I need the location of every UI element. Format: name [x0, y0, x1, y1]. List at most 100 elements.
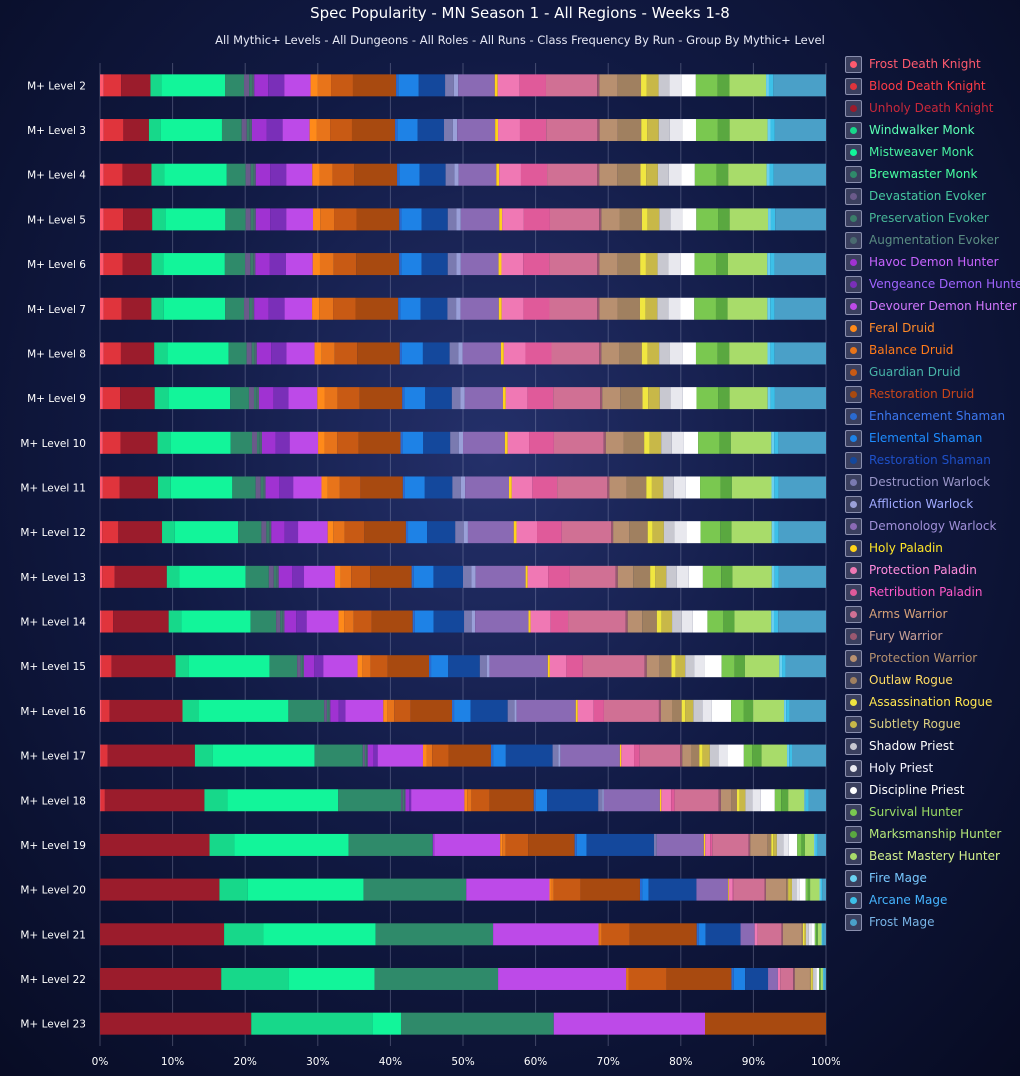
legend-item[interactable]: Protection Paladin [845, 559, 1020, 581]
legend-item[interactable]: Marksmanship Hunter [845, 823, 1020, 845]
legend-item[interactable]: Balance Druid [845, 339, 1020, 361]
bar-segment [668, 297, 681, 320]
bar-segment [750, 833, 768, 856]
legend-item[interactable]: Feral Druid [845, 317, 1020, 339]
bar-segment [779, 655, 783, 678]
bar-segment [647, 119, 659, 142]
bar-segment [774, 476, 779, 499]
legend-item[interactable]: Outlaw Rogue [845, 669, 1020, 691]
bar-segment [333, 521, 345, 544]
bar-segment [810, 878, 820, 901]
legend-item[interactable]: Retribution Paladin [845, 581, 1020, 603]
bar-segment [626, 967, 627, 990]
bar-segment [728, 878, 729, 901]
bar-segment [345, 699, 384, 722]
legend-item[interactable]: Vengeance Demon Hunter [845, 273, 1020, 295]
legend-item[interactable]: Subtlety Rogue [845, 713, 1020, 735]
legend-item[interactable]: Arcane Mage [845, 889, 1020, 911]
legend-item[interactable]: Restoration Shaman [845, 449, 1020, 471]
bar-segment [717, 74, 730, 97]
legend-item[interactable]: Assassination Rogue [845, 691, 1020, 713]
bar-segment [645, 253, 658, 276]
bar-segment [284, 521, 299, 544]
legend-item[interactable]: Frost Death Knight [845, 53, 1020, 75]
bar-segment [252, 74, 255, 97]
bar-segment [598, 789, 603, 812]
bar-row: M+ Level 23 [20, 1012, 826, 1035]
bar-segment [302, 655, 304, 678]
legend-item[interactable]: Arms Warrior [845, 603, 1020, 625]
legend-item[interactable]: Demonology Warlock [845, 515, 1020, 537]
bar-segment [230, 431, 253, 454]
bar-segment [653, 833, 657, 856]
bar-segment [527, 565, 549, 588]
bar-segment [227, 789, 339, 812]
bar-segment [500, 342, 504, 365]
bar-segment [355, 297, 399, 320]
legend-item[interactable]: Enhancement Shaman [845, 405, 1020, 427]
bar-segment [641, 119, 648, 142]
bar-segment [501, 297, 524, 320]
bar-segment [408, 521, 428, 544]
legend-item[interactable]: Fury Warrior [845, 625, 1020, 647]
legend-item[interactable]: Beast Mastery Hunter [845, 845, 1020, 867]
legend-item[interactable]: Holy Paladin [845, 537, 1020, 559]
bar-segment [366, 744, 368, 767]
spec-icon [845, 407, 862, 425]
bar-segment [729, 74, 767, 97]
legend-item[interactable]: Restoration Druid [845, 383, 1020, 405]
bar-segment [707, 610, 724, 633]
bar-segment [718, 208, 730, 231]
bar-segment [344, 521, 365, 544]
bar-segment [794, 967, 810, 990]
bar-segment [666, 565, 677, 588]
bar-segment [784, 699, 787, 722]
bar-segment [256, 387, 260, 410]
bar-segment [597, 253, 600, 276]
bar-segment [647, 342, 660, 365]
bar-segment [102, 476, 120, 499]
bar-segment [293, 476, 322, 499]
legend-label: Arcane Mage [869, 893, 948, 907]
legend-item[interactable]: Affliction Warlock [845, 493, 1020, 515]
bar-segment [807, 878, 811, 901]
bar-segment [593, 699, 604, 722]
legend-item[interactable]: Fire Mage [845, 867, 1020, 889]
legend-item[interactable]: Elemental Shaman [845, 427, 1020, 449]
bar-segment [181, 610, 251, 633]
legend-item[interactable]: Frost Mage [845, 911, 1020, 933]
legend-item[interactable]: Windwalker Monk [845, 119, 1020, 141]
legend-item[interactable]: Mistweaver Monk [845, 141, 1020, 163]
legend-item[interactable]: Devourer Demon Hunter [845, 295, 1020, 317]
bar-segment [642, 610, 657, 633]
legend-item[interactable]: Destruction Warlock [845, 471, 1020, 493]
bar-segment [619, 208, 642, 231]
bar-segment [103, 74, 122, 97]
legend-item[interactable]: Brewmaster Monk [845, 163, 1020, 185]
legend-item[interactable]: Discipline Priest [845, 779, 1020, 801]
bar-segment [334, 342, 358, 365]
bar-segment [471, 789, 490, 812]
bar-row: M+ Level 12 [20, 521, 826, 544]
bar-segment [493, 744, 506, 767]
bar-segment [219, 878, 248, 901]
bar-segment [245, 565, 269, 588]
x-tick-label: 100% [811, 1056, 840, 1068]
legend-item[interactable]: Protection Warrior [845, 647, 1020, 669]
bar-segment [113, 610, 169, 633]
legend-item[interactable]: Unholy Death Knight [845, 97, 1020, 119]
legend-item[interactable]: Survival Hunter [845, 801, 1020, 823]
legend-label: Subtlety Rogue [869, 717, 961, 731]
bar-row: M+ Level 19 [20, 833, 826, 856]
legend-item[interactable]: Havoc Demon Hunter [845, 251, 1020, 273]
bar-row: M+ Level 17 [20, 744, 826, 767]
bar-segment [693, 699, 703, 722]
legend-item[interactable]: Augmentation Evoker [845, 229, 1020, 251]
legend-item[interactable]: Guardian Druid [845, 361, 1020, 383]
legend-item[interactable]: Preservation Evoker [845, 207, 1020, 229]
legend-item[interactable]: Blood Death Knight [845, 75, 1020, 97]
legend-item[interactable]: Holy Priest [845, 757, 1020, 779]
legend-item[interactable]: Shadow Priest [845, 735, 1020, 757]
legend-item[interactable]: Devastation Evoker [845, 185, 1020, 207]
spec-icon [845, 165, 862, 183]
